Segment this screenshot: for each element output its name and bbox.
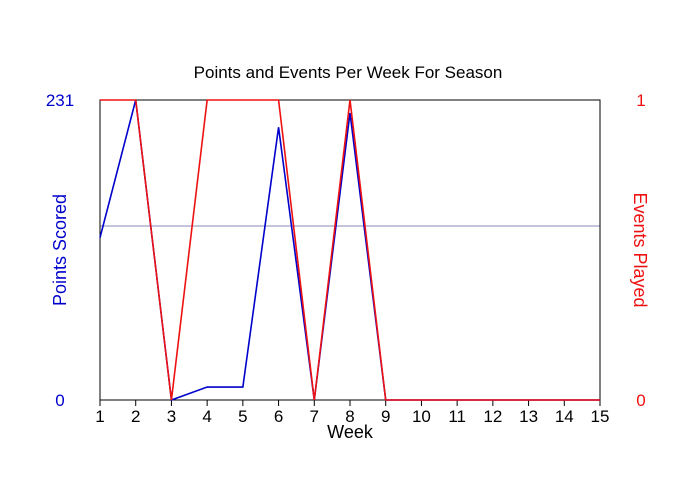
- x-axis-ticks: [99, 400, 601, 406]
- x-axis-title: Week: [327, 422, 374, 442]
- x-tick-label: 3: [167, 407, 176, 426]
- left-tick-label: 231: [46, 91, 74, 110]
- right-tick-label: 0: [636, 391, 645, 410]
- x-tick-label: 10: [412, 407, 431, 426]
- x-tick-label: 12: [483, 407, 502, 426]
- x-tick-label: 8: [345, 407, 354, 426]
- x-tick-label: 2: [131, 407, 140, 426]
- right-axis-title: Events Played: [630, 192, 650, 307]
- chart-title: Points and Events Per Week For Season: [194, 63, 503, 82]
- right-axis-tick-labels: 01: [636, 91, 645, 410]
- right-tick-label: 1: [636, 91, 645, 110]
- x-tick-label: 11: [448, 407, 466, 426]
- series-layer: [99, 99, 600, 402]
- x-tick-label: 1: [95, 407, 104, 426]
- x-axis-tick-labels: 1 2 3 4 5 6 7 8 9 10 11 12 13 14 15: [95, 407, 609, 426]
- x-tick-label: 14: [555, 407, 574, 426]
- left-tick-label: 0: [55, 391, 64, 410]
- x-tick-label: 5: [238, 407, 247, 426]
- x-tick-label: 7: [310, 407, 319, 426]
- x-tick-label: 4: [202, 407, 211, 426]
- events-played-line: [100, 99, 600, 401]
- x-tick-label: 6: [274, 407, 283, 426]
- left-axis-title: Points Scored: [50, 194, 70, 306]
- left-axis-tick-labels: 0 231: [46, 91, 74, 410]
- x-tick-label: 13: [519, 407, 538, 426]
- x-tick-label: 15: [591, 407, 610, 426]
- x-tick-label: 9: [381, 407, 390, 426]
- points-scored-line: [99, 99, 600, 402]
- plot-frame: [99, 99, 601, 401]
